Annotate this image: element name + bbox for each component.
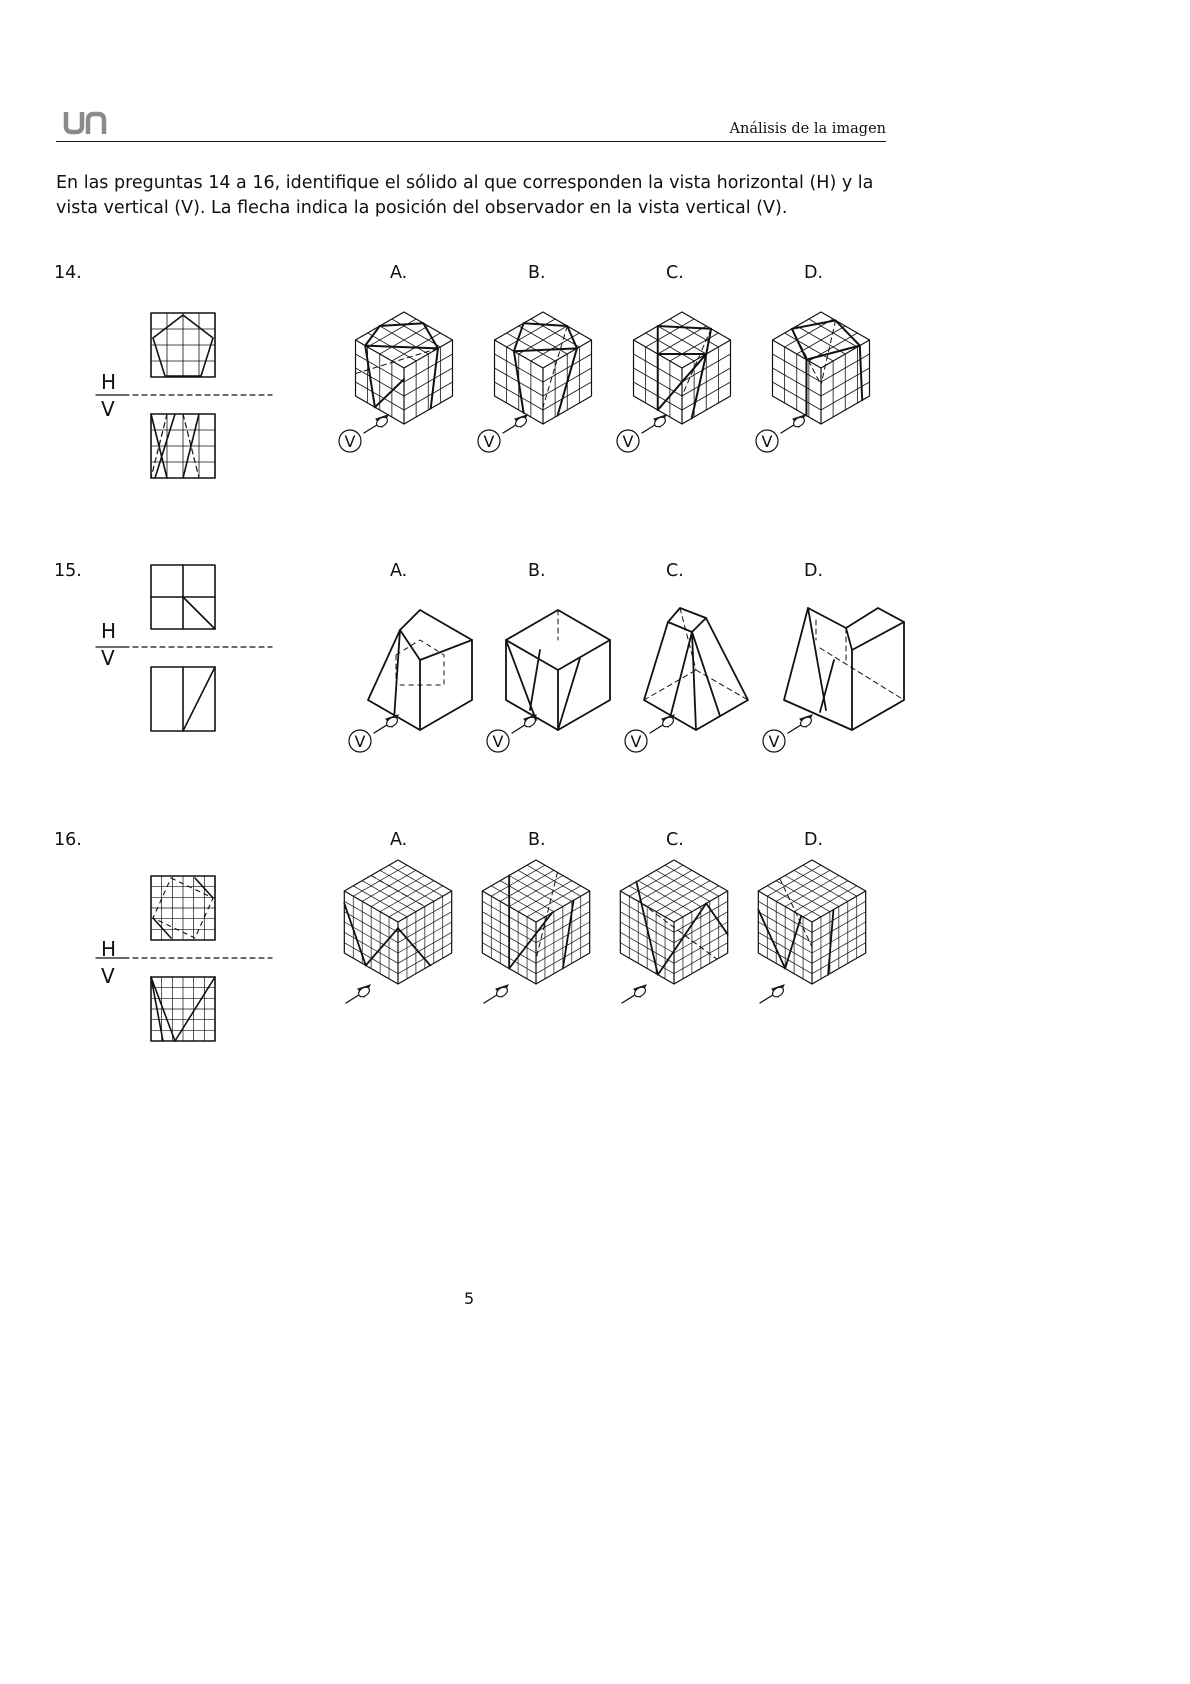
v-view-front-projection	[150, 976, 216, 1042]
v-view-front-projection	[150, 666, 216, 732]
viewer-v-circle-icon: V	[486, 729, 510, 753]
svg-text:V: V	[762, 432, 773, 451]
header-rule	[56, 141, 886, 142]
option-15-c-solid: V	[624, 607, 749, 753]
viewer-v-circle-icon: V	[477, 429, 501, 453]
v-view-front-projection	[150, 413, 216, 479]
instructions-paragraph: En las preguntas 14 a 16, identifique el…	[56, 173, 874, 218]
question-16-figures	[95, 859, 867, 1042]
h-view-top-projection	[150, 875, 216, 941]
viewer-v-circle-icon: V	[762, 729, 786, 753]
h-view-top-projection	[150, 564, 216, 630]
option-label-c: C.	[666, 263, 684, 283]
question-number: 16.	[54, 830, 82, 850]
option-label-c: C.	[666, 561, 684, 581]
question-14-figures: V V V V	[95, 311, 871, 479]
viewer-v-circle-icon: V	[338, 429, 362, 453]
observer-arrow-icon	[483, 984, 509, 1004]
option-label-a: A.	[390, 830, 408, 850]
option-14-c-solid: V	[616, 311, 732, 453]
option-14-b-solid: V	[477, 311, 593, 453]
option-16-c-solid	[619, 859, 729, 1004]
question-15-figures: V V V V	[95, 564, 905, 753]
svg-text:V: V	[493, 732, 504, 751]
v-label: V	[101, 397, 115, 421]
v-label: V	[101, 646, 115, 670]
observer-arrow-icon	[621, 984, 647, 1004]
option-label-a: A.	[390, 561, 408, 581]
option-label-d: D.	[804, 263, 824, 283]
observer-arrow-icon	[780, 414, 806, 434]
h-view-top-projection	[150, 312, 216, 378]
page-number: 5	[464, 1289, 475, 1308]
svg-text:V: V	[631, 732, 642, 751]
option-label-d: D.	[804, 830, 824, 850]
option-16-b-solid	[481, 859, 591, 1004]
h-label: H	[101, 619, 117, 643]
observer-arrow-icon	[373, 714, 399, 734]
option-15-a-solid: V	[348, 609, 473, 753]
un-logo-icon	[63, 111, 107, 135]
option-16-d-solid	[757, 859, 867, 1004]
svg-text:V: V	[355, 732, 366, 751]
running-header-title: Análisis de la imagen	[729, 121, 886, 137]
question-number: 15.	[54, 561, 82, 581]
observer-arrow-icon	[649, 714, 675, 734]
observer-arrow-icon	[641, 414, 667, 434]
svg-text:V: V	[345, 432, 356, 451]
option-label-c: C.	[666, 830, 684, 850]
option-label-b: B.	[528, 830, 546, 850]
svg-text:V: V	[769, 732, 780, 751]
university-logo	[62, 110, 112, 136]
viewer-v-circle-icon: V	[624, 729, 648, 753]
option-14-d-solid: V	[755, 311, 871, 453]
option-15-d-solid: V	[762, 607, 905, 753]
observer-arrow-icon	[502, 414, 528, 434]
observer-arrow-icon	[363, 414, 389, 434]
option-label-b: B.	[528, 561, 546, 581]
svg-text:V: V	[484, 432, 495, 451]
viewer-v-circle-icon: V	[755, 429, 779, 453]
h-label: H	[101, 370, 117, 394]
viewer-v-circle-icon: V	[348, 729, 372, 753]
option-label-b: B.	[528, 263, 546, 283]
observer-arrow-icon	[511, 714, 537, 734]
option-16-a-solid	[343, 859, 453, 1004]
observer-arrow-icon	[345, 984, 371, 1004]
question-number: 14.	[54, 263, 82, 283]
option-label-d: D.	[804, 561, 824, 581]
viewer-v-circle-icon: V	[616, 429, 640, 453]
svg-text:V: V	[623, 432, 634, 451]
option-14-a-solid: V	[338, 311, 454, 453]
v-label: V	[101, 964, 115, 988]
observer-arrow-icon	[787, 714, 813, 734]
option-label-a: A.	[390, 263, 408, 283]
h-label: H	[101, 937, 117, 961]
option-15-b-solid: V	[486, 609, 611, 753]
observer-arrow-icon	[759, 984, 785, 1004]
